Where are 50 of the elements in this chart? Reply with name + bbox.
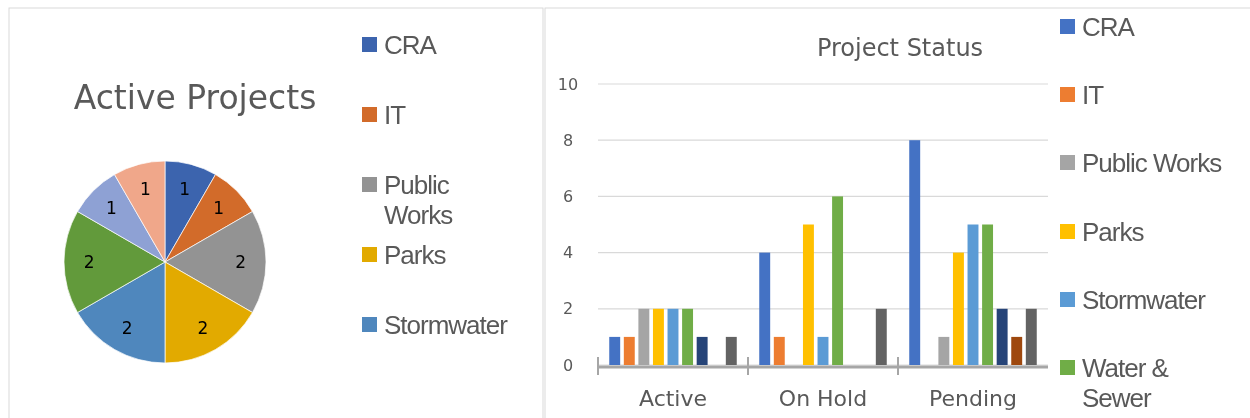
- data-label: 2: [121, 317, 133, 338]
- data-label: 2: [197, 317, 209, 338]
- legend-label: Parks: [384, 240, 447, 271]
- legend-label: IT: [1082, 80, 1105, 111]
- data-label: 1: [139, 178, 151, 199]
- x-tick-label: Active: [638, 385, 708, 411]
- bar: [952, 252, 964, 365]
- data-label: 1: [179, 178, 191, 199]
- y-tick-label: 10: [557, 74, 579, 94]
- bar: [996, 308, 1008, 365]
- y-tick-label: 4: [562, 243, 574, 263]
- data-label: 1: [106, 198, 117, 219]
- bar: [773, 336, 785, 365]
- legend-label: Water & Sewer: [1082, 353, 1169, 413]
- legend-label: Public Works: [384, 170, 454, 230]
- bar: [667, 308, 679, 365]
- legend-label: CRA: [1082, 12, 1136, 43]
- y-tick-label: 6: [562, 187, 574, 206]
- bar: [909, 140, 921, 365]
- bar: [1011, 336, 1023, 365]
- y-tick-label: 2: [562, 299, 574, 319]
- bar: [652, 308, 664, 365]
- data-label: 2: [235, 251, 247, 272]
- legend-label: Parks: [1082, 217, 1145, 248]
- bar: [725, 336, 737, 365]
- bar: [802, 224, 814, 365]
- bar: [696, 336, 708, 365]
- bar: [817, 336, 829, 365]
- text: Active Projects: [73, 77, 317, 117]
- y-tick-label: 0: [562, 355, 574, 375]
- bar: [623, 336, 635, 365]
- legend-label: CRA: [384, 30, 438, 61]
- bar: [609, 336, 621, 365]
- bar: [682, 308, 694, 365]
- legend-label: Public Works: [1082, 148, 1223, 179]
- legend-label: Stormwater: [384, 310, 509, 341]
- legend-label: Stormwater: [1082, 285, 1207, 316]
- bar: [832, 196, 844, 365]
- bar: [759, 252, 771, 365]
- bar: [982, 224, 994, 365]
- x-tick-label: Pending: [929, 385, 1017, 411]
- y-tick-label: 8: [562, 130, 574, 150]
- bar: [967, 224, 979, 365]
- x-tick-label: On Hold: [778, 385, 868, 411]
- data-label: 1: [213, 198, 224, 219]
- chart-title: Project Status: [816, 34, 984, 63]
- bar: [875, 308, 887, 365]
- legend-label: IT: [384, 100, 407, 131]
- bar: [1025, 308, 1037, 365]
- data-label: 2: [83, 251, 95, 272]
